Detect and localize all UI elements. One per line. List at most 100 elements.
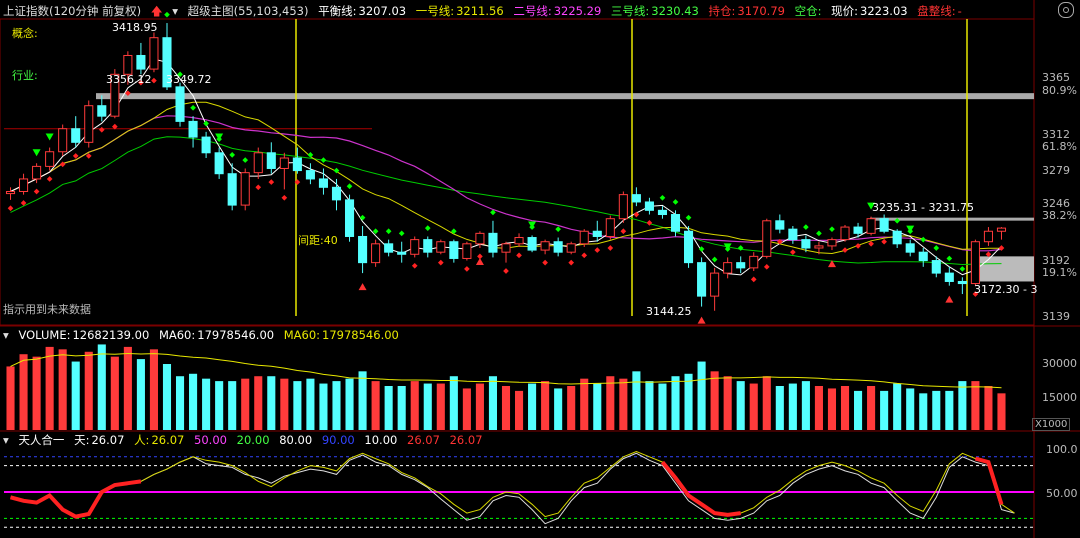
candle-body xyxy=(866,218,876,234)
tian-line xyxy=(10,452,1015,525)
volume-expand-icon[interactable]: ▾ xyxy=(3,328,9,342)
indicator-expand-icon[interactable]: ▾ xyxy=(3,433,9,447)
volume-bar xyxy=(423,383,432,430)
indicator-red-segment xyxy=(974,456,1004,505)
stop-dot-red xyxy=(581,252,588,259)
candle-body xyxy=(579,230,589,245)
axis-label-61-8: 61.8% xyxy=(1042,140,1077,153)
candle-body xyxy=(19,178,29,192)
volume-bar xyxy=(45,346,54,430)
candle-body xyxy=(605,218,615,237)
stop-dot-red xyxy=(98,126,105,133)
stop-dot-green xyxy=(451,228,457,235)
volume-ma2-value: 17978546.00 xyxy=(322,328,399,342)
balance-value: 3207.03 xyxy=(358,4,407,18)
volume-bar xyxy=(840,386,850,430)
volume-bar xyxy=(514,390,524,430)
future-data-warning: 指示用到未来数据 xyxy=(3,303,91,316)
level-90-value: 90.00 xyxy=(321,433,355,447)
volume-bar xyxy=(945,390,954,430)
volume-bar xyxy=(671,376,680,430)
volume-bar xyxy=(710,371,719,430)
candle-body xyxy=(814,245,824,249)
volume-bar xyxy=(541,381,550,430)
stop-dot-green xyxy=(307,152,314,158)
volume-bar xyxy=(136,359,145,430)
stop-dot-green xyxy=(803,224,809,230)
candle-body xyxy=(32,165,42,180)
axis-label-3192: 3192 xyxy=(1042,254,1070,267)
stop-dot-green xyxy=(372,228,379,235)
stop-dot-red xyxy=(281,194,288,201)
buy-signal-arrow xyxy=(945,295,954,303)
price-annotation-2: 3349.72 xyxy=(166,73,212,86)
candle-body xyxy=(371,243,381,264)
stop-dot-green xyxy=(555,226,561,232)
candle-body xyxy=(749,255,759,269)
line3-value: 3230.43 xyxy=(651,4,699,18)
volume-value: 12682139.00 xyxy=(72,328,150,342)
consolidation-label: 盘整线: xyxy=(917,4,956,18)
volume-bar xyxy=(997,393,1006,430)
volume-bar xyxy=(254,376,263,430)
volume-bar xyxy=(32,356,41,430)
volume-bar xyxy=(658,383,667,430)
candle-body xyxy=(762,220,772,257)
candle-body xyxy=(736,262,746,269)
volume-bar xyxy=(854,390,863,430)
volume-bar xyxy=(867,386,876,430)
sell-signal-arrow xyxy=(528,221,537,229)
arrow-up-icon[interactable]: 🡅 xyxy=(150,4,163,18)
stop-dot-red xyxy=(750,276,757,283)
stop-dot-red xyxy=(125,90,131,96)
volume-bar xyxy=(762,376,771,430)
volume-bar xyxy=(554,388,563,430)
volume-bar xyxy=(619,378,628,430)
volume-bar xyxy=(827,388,837,430)
candle-body xyxy=(436,241,446,253)
candle-body xyxy=(983,230,993,243)
candle-body xyxy=(918,251,928,262)
stop-dot-green xyxy=(229,152,236,158)
volume-bar xyxy=(984,386,993,430)
yellow-ma-line xyxy=(10,101,1002,255)
index-name: 上证指数 xyxy=(3,4,49,18)
candle-body xyxy=(136,54,146,70)
volume-bar xyxy=(801,381,810,430)
candle-body xyxy=(305,170,315,180)
volume-bar xyxy=(488,376,498,430)
candle-body xyxy=(188,120,198,138)
volume-bar xyxy=(175,376,185,430)
candle-body xyxy=(344,199,355,237)
candle-body xyxy=(423,239,433,253)
volume-bar xyxy=(110,356,119,430)
candle-body xyxy=(631,194,641,203)
stop-dot-red xyxy=(881,238,887,245)
hold-label: 持仓: xyxy=(708,4,736,18)
stop-dot-green xyxy=(659,194,666,201)
indicator-axis-100: 100.0 xyxy=(1046,443,1078,456)
volume-bar xyxy=(189,373,198,430)
stop-dot-red xyxy=(868,240,874,247)
buy-signal-arrow xyxy=(475,257,484,265)
volume-bar xyxy=(775,386,784,430)
line1-value: 3211.56 xyxy=(456,4,504,18)
indicator-name[interactable]: 超级主图 xyxy=(187,4,234,18)
volume-ma-label: MA60: xyxy=(158,328,196,342)
expand-icon[interactable]: ▾ xyxy=(172,4,178,18)
candle-body xyxy=(788,228,798,241)
candle-body xyxy=(970,241,980,285)
candle-body xyxy=(553,241,563,253)
stop-dot-red xyxy=(594,247,601,253)
candle-body xyxy=(214,152,224,175)
settings-gear-icon[interactable] xyxy=(1058,2,1074,18)
candle-body xyxy=(318,178,328,188)
volume-bar xyxy=(436,383,445,430)
candle-body xyxy=(58,128,68,153)
indicator-red-segment xyxy=(9,479,142,519)
volume-bar xyxy=(749,383,758,430)
candle-body xyxy=(84,105,94,143)
range-annotation-1: 3235.31 - 3231.75 xyxy=(872,201,974,214)
